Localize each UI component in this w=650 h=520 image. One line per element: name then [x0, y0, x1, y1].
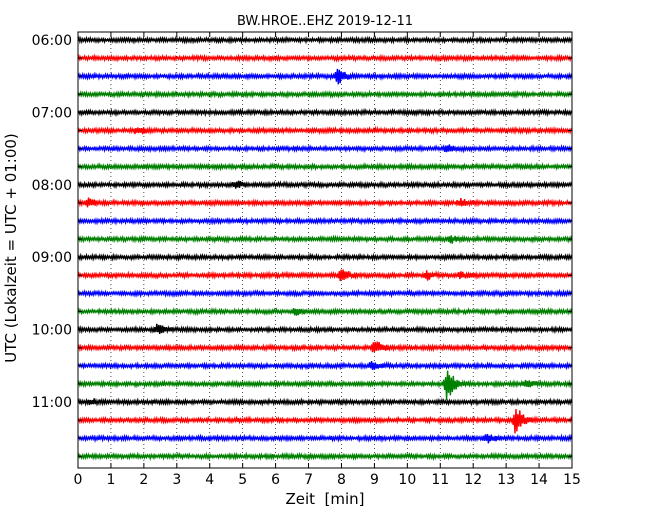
chart-title: BW.HROE..EHZ 2019-12-11 — [237, 14, 413, 29]
grid-lines — [110, 32, 540, 468]
trace-line-0930 — [77, 288, 573, 299]
y-tick-label: 10:00 — [32, 323, 72, 339]
trace-line-0815 — [77, 197, 573, 208]
x-tick-label: 0 — [74, 472, 83, 488]
x-tick-label: 1 — [106, 472, 115, 488]
trace-line-0730 — [77, 143, 573, 154]
y-tick-label: 11:00 — [32, 395, 72, 411]
plot-frame — [77, 31, 573, 469]
trace-line-0900 — [77, 252, 573, 263]
x-tick-label: 10 — [398, 472, 416, 488]
x-tick-label: 8 — [337, 472, 346, 488]
trace-line-0645 — [77, 89, 573, 100]
trace-line-0945 — [77, 306, 573, 317]
x-tick-label: 7 — [304, 472, 313, 488]
trace-line-0800 — [77, 179, 573, 190]
trace-line-1115 — [77, 408, 573, 434]
trace-line-1015 — [77, 341, 573, 353]
trace-line-0600 — [77, 35, 573, 45]
trace-line-1000 — [77, 323, 573, 335]
x-tick-label: 6 — [271, 472, 280, 488]
x-tick-label: 15 — [563, 472, 581, 488]
trace-line-0715 — [77, 125, 573, 136]
trace-line-0830 — [77, 216, 573, 226]
x-tick-label: 4 — [205, 472, 214, 488]
x-tick-label: 3 — [172, 472, 181, 488]
trace-line-1045 — [77, 370, 573, 401]
trace-line-0630 — [77, 68, 573, 85]
x-tick-label: 11 — [431, 472, 449, 488]
trace-line-0745 — [77, 161, 573, 172]
y-tick-label: 07:00 — [32, 105, 72, 121]
trace-line-1030 — [77, 360, 573, 371]
x-tick-label: 2 — [139, 472, 148, 488]
y-tick-label: 06:00 — [32, 33, 72, 49]
y-axis-label: UTC (Lokalzeit = UTC + 01:00) — [2, 133, 20, 363]
trace-line-1130 — [77, 433, 573, 444]
trace-line-0915 — [77, 269, 573, 282]
trace-lines — [77, 35, 573, 462]
x-tick-label: 14 — [530, 472, 548, 488]
x-tick-label: 13 — [497, 472, 515, 488]
y-tick-label: 09:00 — [32, 250, 72, 266]
y-axis-ticks: 06:00 07:00 08:00 09:00 10:00 11:00 — [32, 33, 572, 457]
x-tick-label: 5 — [238, 472, 247, 488]
trace-line-1100 — [77, 397, 573, 407]
x-axis-label: Zeit [min] — [285, 490, 364, 508]
y-tick-label: 08:00 — [32, 178, 72, 194]
trace-line-1145 — [77, 451, 573, 462]
x-tick-label: 12 — [464, 472, 482, 488]
x-tick-label: 9 — [370, 472, 379, 488]
trace-line-0700 — [77, 107, 573, 118]
x-axis-ticks: 0 1 2 3 4 5 6 7 8 9 10 11 12 13 14 15 — [74, 32, 581, 488]
trace-line-0845 — [77, 234, 573, 244]
trace-line-0615 — [77, 53, 573, 63]
